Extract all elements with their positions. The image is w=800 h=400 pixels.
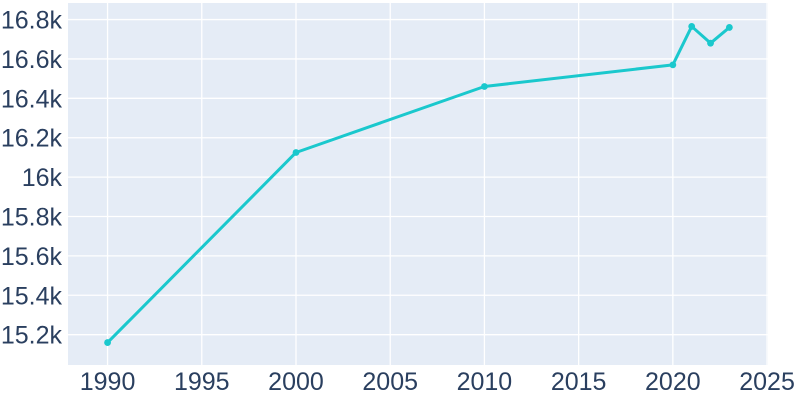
x-tick-label: 2025 (739, 368, 795, 396)
y-tick-label: 16k (22, 164, 63, 192)
y-tick-label: 15.8k (1, 203, 63, 231)
x-tick-label: 2010 (457, 368, 513, 396)
y-gridlines (68, 18, 768, 336)
y-tick-label: 16.6k (1, 46, 63, 74)
data-point-2020[interactable] (669, 61, 677, 69)
data-point-2021[interactable] (688, 23, 696, 30)
y-tick-label: 16.8k (1, 7, 63, 35)
data-point-2022[interactable] (707, 39, 714, 47)
plot-area[interactable] (68, 3, 768, 365)
x-tick-label: 2015 (551, 368, 607, 396)
y-tick-label: 16.2k (1, 125, 63, 153)
x-tick-label: 2000 (268, 368, 324, 396)
y-tick-label: 16.4k (1, 85, 63, 113)
x-tick-label: 1990 (80, 368, 136, 396)
y-tick-label: 15.2k (1, 322, 63, 350)
data-point-2010[interactable] (481, 83, 488, 90)
x-tick-labels: 1990 1995 2000 2005 2010 2015 2020 2025 (80, 368, 795, 396)
y-tick-label: 15.4k (1, 282, 63, 310)
data-points (104, 23, 733, 346)
data-point-2023[interactable] (725, 24, 733, 31)
y-tick-label: 15.6k (1, 243, 63, 271)
x-tick-label: 2005 (362, 368, 418, 396)
x-tick-label: 2020 (645, 368, 701, 396)
x-tick-label: 1995 (174, 368, 230, 396)
data-point-2000[interactable] (292, 149, 300, 156)
data-point-1990[interactable] (104, 339, 111, 346)
y-tick-labels: 15.2k 15.4k 15.6k 15.8k 16k 16.2k 16.4k 16.6k 16… (1, 7, 63, 350)
